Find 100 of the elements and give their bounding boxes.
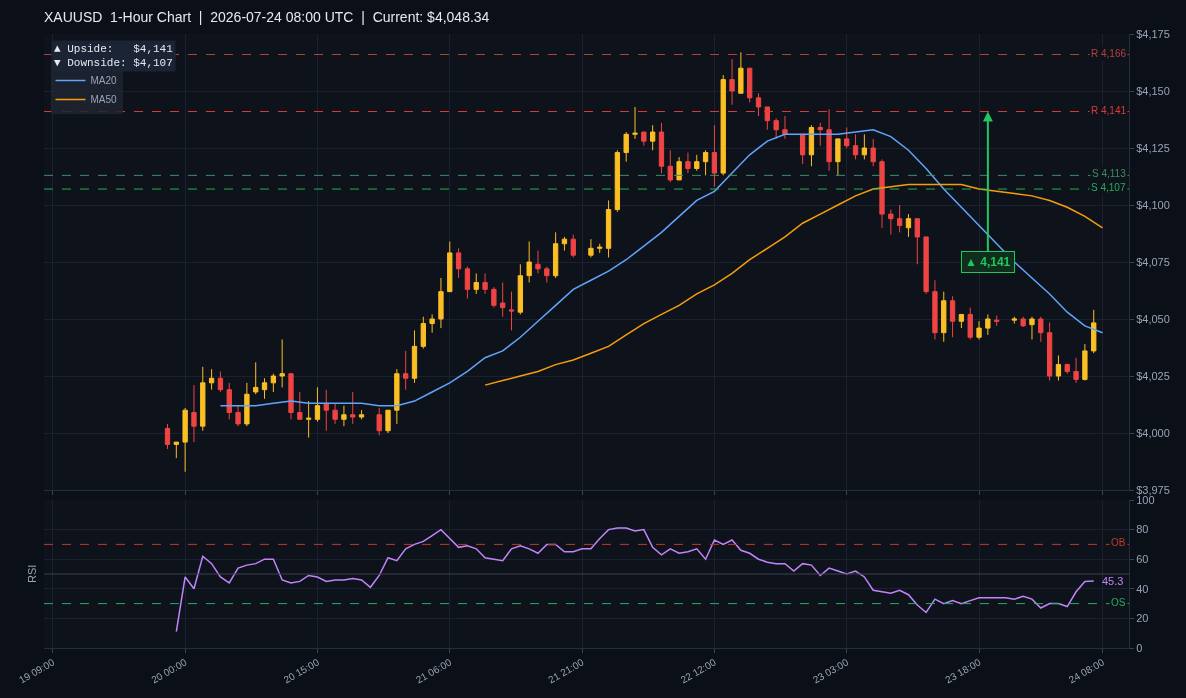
- candlestick: [464, 266, 471, 299]
- candlestick: [429, 313, 435, 334]
- candlestick: [208, 368, 215, 391]
- ref-line-label: OS: [1111, 597, 1126, 608]
- candlestick: [164, 423, 171, 450]
- candlestick: [711, 124, 718, 188]
- candlestick: [888, 209, 894, 236]
- y-tick-label: 20: [1136, 612, 1149, 625]
- y-tick-label: $4,150: [1136, 84, 1170, 97]
- line-series: [175, 527, 1095, 633]
- candlestick: [455, 247, 462, 279]
- ref-line-label: R 4,166: [1091, 48, 1127, 59]
- candlestick: [358, 409, 365, 420]
- candlestick: [500, 282, 506, 318]
- y-tick-label: $3,975: [1136, 483, 1170, 496]
- candlestick: [217, 370, 224, 393]
- legend-label: MA20: [90, 75, 118, 87]
- candlestick: [1029, 316, 1035, 341]
- x-tick-label: 21 06:00: [414, 656, 454, 686]
- candlestick: [438, 277, 444, 329]
- x-tick-label: 24 08:00: [1066, 656, 1107, 686]
- candlestick: [253, 361, 259, 395]
- candlestick: [967, 307, 973, 341]
- candlestick: [526, 240, 532, 284]
- candlestick: [808, 124, 815, 167]
- candlestick: [1038, 316, 1044, 343]
- y-tick-label: $4,075: [1136, 255, 1170, 268]
- candlestick: [720, 74, 726, 176]
- y-tick-label: $4,175: [1136, 27, 1170, 40]
- candlestick: [332, 402, 338, 425]
- candlestick: [244, 382, 250, 427]
- candlestick: [535, 250, 541, 274]
- candlestick: [279, 339, 285, 388]
- candlestick: [870, 138, 876, 167]
- legend-label: MA50: [90, 94, 118, 106]
- candlestick: [588, 238, 594, 258]
- x-tick-label: 20 00:00: [149, 656, 190, 686]
- y-tick-label: $4,050: [1136, 312, 1170, 325]
- x-tick-label: 23 18:00: [943, 656, 983, 686]
- candlestick: [799, 133, 806, 165]
- y-axis-title: RSI: [26, 564, 38, 583]
- candlestick: [447, 240, 453, 293]
- candlestick: [226, 382, 232, 420]
- annotation: ▲ 4,141: [965, 255, 1011, 269]
- candlestick: [605, 199, 612, 258]
- chart-title: XAUUSD 1-Hour Chart | 2026-07-24 08:00 UTC | Current: $4,048.34: [44, 8, 490, 25]
- y-tick-label: $4,025: [1136, 369, 1170, 382]
- candlestick: [1020, 316, 1026, 328]
- candlestick: [597, 243, 603, 254]
- candlestick: [261, 377, 268, 400]
- candlestick: [570, 234, 576, 258]
- x-tick-label: 23 03:00: [811, 656, 851, 686]
- candlestick: [658, 122, 665, 174]
- candlestick: [341, 405, 347, 427]
- candlestick: [305, 400, 312, 439]
- candlestick: [914, 218, 920, 265]
- candlestick: [288, 373, 294, 420]
- candlestick: [614, 149, 621, 213]
- candlestick: [1073, 357, 1079, 384]
- candlestick: [764, 106, 770, 131]
- candlestick: [420, 316, 426, 350]
- candlestick: [385, 409, 391, 434]
- candlestick: [738, 51, 744, 94]
- candlestick: [191, 384, 197, 443]
- candlestick: [544, 266, 550, 284]
- candlestick: [844, 126, 850, 149]
- annotation: ▲ Upside: $4,141: [54, 43, 174, 55]
- candlestick: [1055, 354, 1062, 382]
- candlestick: [403, 350, 409, 391]
- candlestick: [376, 407, 382, 436]
- candlestick: [323, 389, 329, 432]
- candlestick: [667, 149, 673, 183]
- candlestick: [173, 441, 179, 459]
- candlestick: [1011, 316, 1017, 325]
- candlestick: [694, 154, 700, 172]
- candlestick: [905, 213, 912, 238]
- candlestick: [517, 263, 523, 315]
- candlestick: [782, 115, 788, 140]
- candlestick: [923, 236, 929, 295]
- candlestick: [949, 295, 956, 338]
- candlestick: [773, 117, 779, 140]
- candlestick: [685, 152, 691, 174]
- candlestick: [1082, 343, 1088, 382]
- candlestick: [1064, 362, 1070, 375]
- candlestick: [314, 386, 321, 423]
- candlestick: [976, 320, 982, 341]
- candlestick: [561, 236, 568, 252]
- candlestick: [182, 407, 188, 473]
- candlestick: [491, 286, 497, 309]
- y-tick-label: 0: [1136, 641, 1143, 654]
- y-tick-label: 60: [1136, 553, 1149, 566]
- candlestick: [297, 391, 303, 420]
- candlestick: [235, 405, 241, 427]
- y-tick-label: $4,100: [1136, 198, 1170, 211]
- x-tick-label: 20 15:00: [281, 656, 322, 686]
- y-tick-label: 80: [1136, 523, 1149, 536]
- candlestick: [958, 313, 965, 329]
- x-tick-label: 19 09:00: [17, 656, 57, 686]
- candlestick: [932, 279, 938, 341]
- y-tick-label: $4,125: [1136, 141, 1170, 154]
